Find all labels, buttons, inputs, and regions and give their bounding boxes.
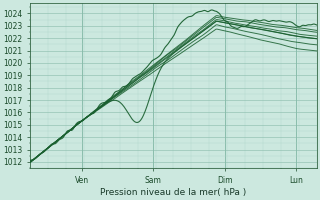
X-axis label: Pression niveau de la mer( hPa ): Pression niveau de la mer( hPa ) bbox=[100, 188, 247, 197]
